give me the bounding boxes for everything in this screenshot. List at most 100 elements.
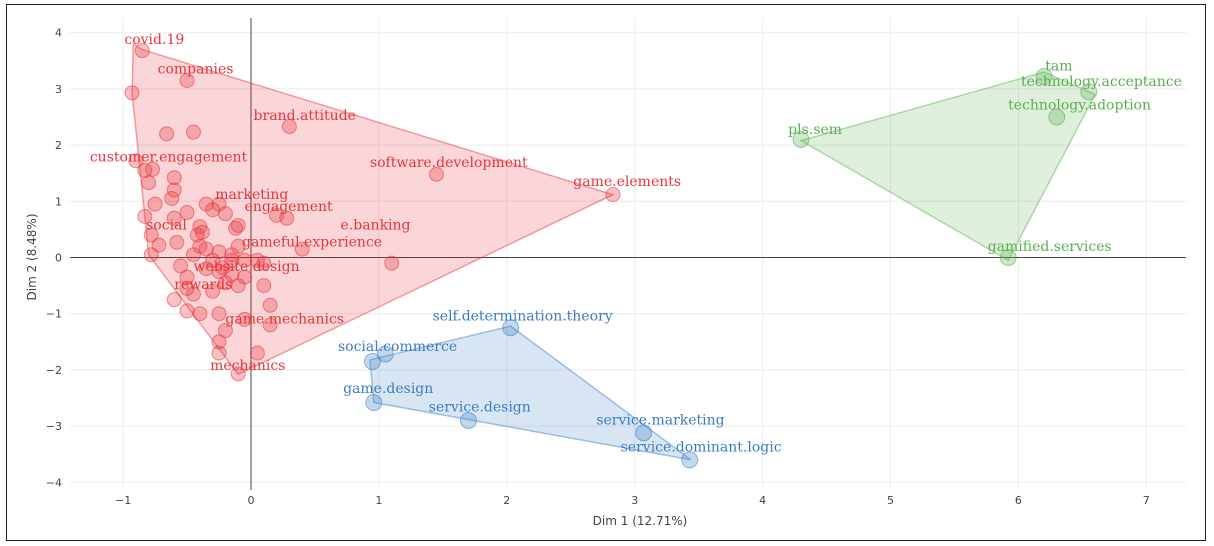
data-point [228, 220, 244, 236]
axis-ticks: −1 0 1 2 3 4 5 6 7 −4 −3 −2 −1 0 1 2 3 4 [46, 27, 1150, 507]
y-tick-label: 4 [55, 27, 62, 40]
data-point [179, 72, 195, 88]
data-point [281, 119, 297, 135]
y-tick-label: −1 [46, 308, 62, 321]
point-label: technology.acceptance [1021, 74, 1182, 90]
data-point [217, 275, 233, 291]
data-point [384, 255, 400, 271]
data-point [217, 323, 233, 339]
data-point [237, 311, 253, 327]
chart-frame [6, 4, 1206, 541]
data-point [230, 366, 246, 382]
data-point [166, 182, 182, 198]
point-label: companies [158, 62, 234, 78]
point-label: service.design [429, 399, 531, 415]
data-point [792, 130, 810, 148]
data-point [256, 278, 272, 294]
point-label: rewards [174, 277, 232, 293]
x-tick-label: 1 [375, 494, 382, 507]
data-point [681, 451, 699, 469]
data-point [128, 153, 144, 169]
data-point [145, 161, 161, 177]
point-label: e.banking [341, 217, 411, 233]
data-point [166, 170, 182, 186]
point-label: tam [1045, 58, 1072, 74]
data-point [185, 124, 201, 140]
data-point [428, 166, 444, 182]
point-label: gameful.experience [242, 234, 382, 250]
y-tick-label: −3 [46, 420, 62, 433]
data-point [1035, 68, 1053, 86]
y-tick-label: 1 [55, 195, 62, 208]
point-label: social.commerce [338, 339, 457, 355]
x-tick-label: 6 [1015, 494, 1022, 507]
point-label: brand.attitude [254, 108, 356, 124]
data-point [365, 393, 383, 411]
data-point [459, 411, 477, 429]
x-tick-label: 3 [631, 494, 638, 507]
data-point [262, 297, 278, 313]
data-point [262, 317, 278, 333]
data-point [137, 208, 153, 224]
data-point [217, 206, 233, 222]
data-point [198, 241, 214, 257]
data-point [179, 303, 195, 319]
point-label: game.elements [573, 174, 681, 190]
data-point [185, 247, 201, 263]
data-point [166, 210, 182, 226]
x-tick-label: −1 [115, 494, 131, 507]
point-label: self.determination.theory [433, 308, 613, 324]
data-point [211, 345, 227, 361]
y-tick-label: −2 [46, 364, 62, 377]
data-point [294, 241, 310, 257]
data-point [159, 126, 175, 142]
data-point [143, 247, 159, 263]
data-point [166, 292, 182, 308]
data-point [143, 227, 159, 243]
data-point [205, 283, 221, 299]
y-tick-label: 3 [55, 83, 62, 96]
data-point [164, 190, 180, 206]
point-label: game.mechanics [225, 311, 344, 327]
data-point [134, 43, 150, 59]
cluster-hull [369, 325, 692, 461]
data-point [635, 424, 653, 442]
data-point [249, 345, 265, 361]
data-point [189, 227, 205, 243]
data-point [502, 319, 520, 337]
data-point [192, 306, 208, 322]
data-point [179, 269, 195, 285]
data-point [1048, 108, 1066, 126]
point-label: service.dominant.logic [621, 439, 782, 455]
point-label: mechanics [210, 358, 285, 374]
y-tick-label: −4 [46, 476, 62, 489]
data-point [211, 306, 227, 322]
point-label: pls.sem [788, 122, 842, 138]
data-point [198, 196, 214, 212]
data-point [179, 205, 195, 221]
data-point [230, 278, 246, 294]
point-label: gamified.services [988, 239, 1112, 255]
data-point [279, 210, 295, 226]
data-point [211, 334, 227, 350]
x-tick-label: 4 [759, 494, 766, 507]
x-tick-label: 2 [503, 494, 510, 507]
data-point [124, 85, 140, 101]
y-tick-label: 2 [55, 139, 62, 152]
point-label: marketing [215, 187, 288, 203]
data-point [999, 249, 1017, 266]
data-point [179, 280, 195, 296]
data-point [169, 234, 185, 250]
point-label: social [146, 217, 187, 233]
data-point [376, 345, 394, 363]
point-label: technology.adoption [1008, 98, 1151, 114]
cluster-hulls [131, 42, 1097, 461]
data-point [364, 352, 382, 370]
x-tick-label: 5 [887, 494, 894, 507]
point-label: customer.engagement [90, 149, 248, 165]
data-points [124, 43, 1098, 469]
cluster-hull [131, 42, 616, 376]
data-point [1080, 83, 1098, 101]
x-tick-label: 7 [1143, 494, 1150, 507]
